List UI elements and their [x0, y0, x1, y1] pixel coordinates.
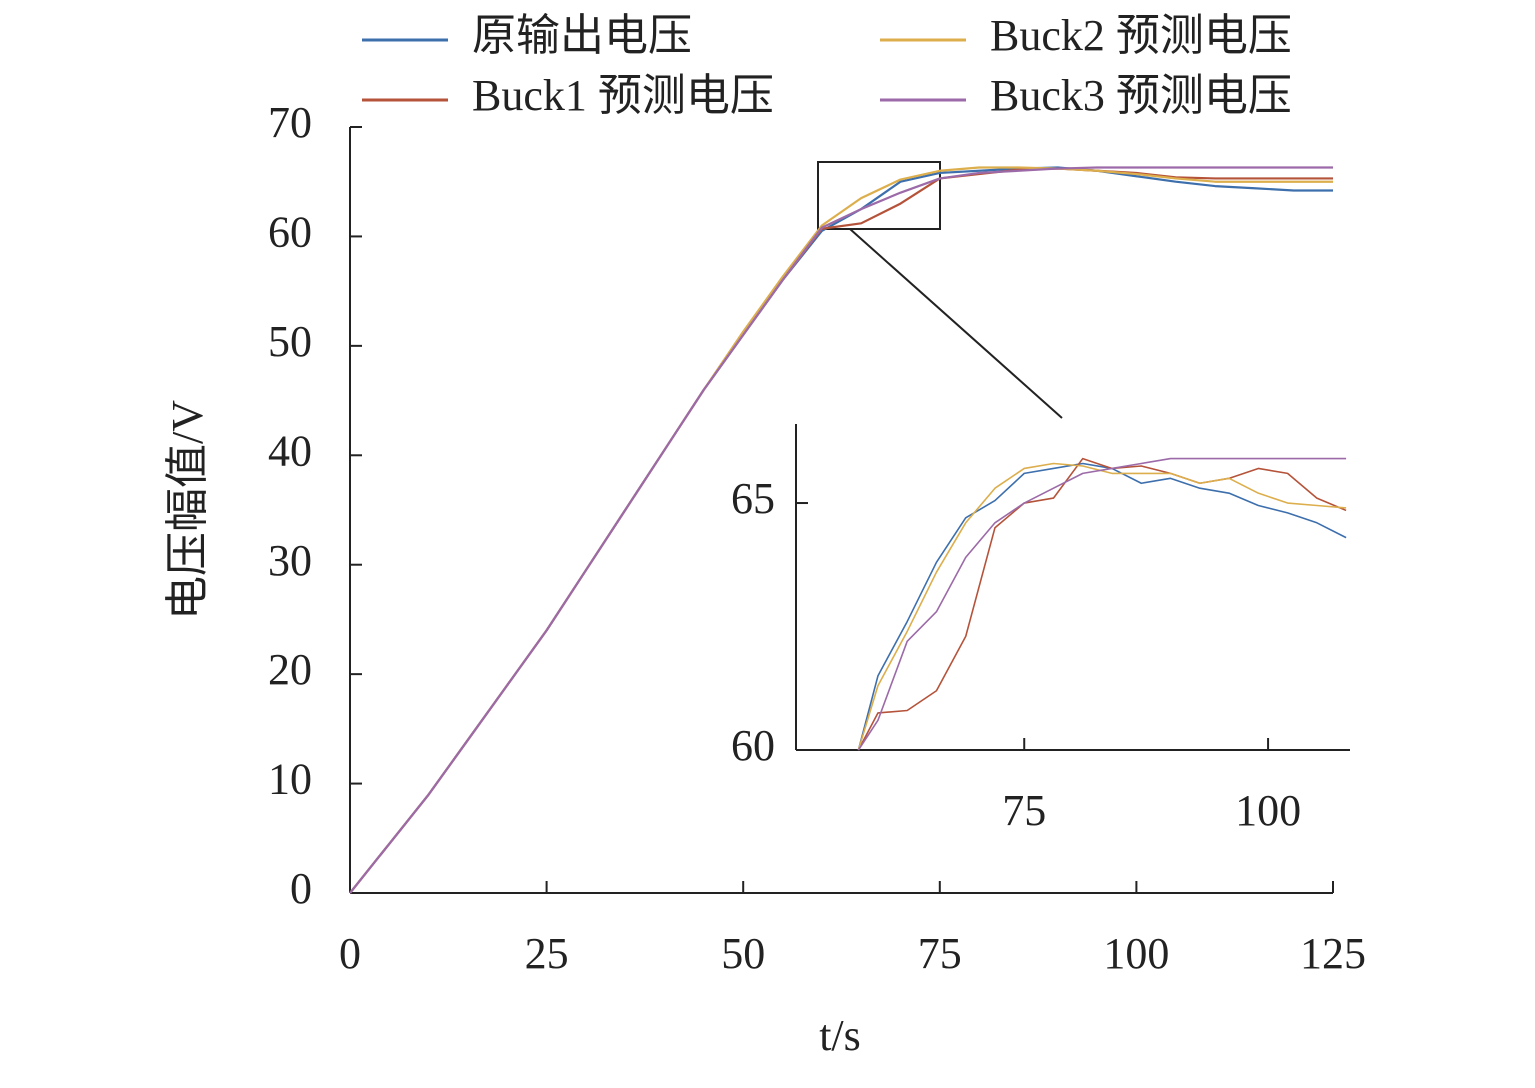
y-tick-label: 60: [268, 208, 312, 257]
series-line: [857, 457, 1347, 751]
legend-label: Buck1 预测电压: [472, 71, 774, 120]
legend-label: Buck2 预测电压: [990, 11, 1292, 60]
series-line: [857, 457, 1347, 751]
x-tick-label: 100: [1103, 929, 1169, 978]
y-tick-label: 60: [731, 721, 775, 770]
series-line: [857, 462, 1347, 751]
zoom-connector: [849, 228, 1063, 419]
x-tick-label: 125: [1300, 929, 1366, 978]
y-tick-label: 70: [268, 98, 312, 147]
x-tick-label: 50: [721, 929, 765, 978]
x-axis-label: t/s: [819, 1011, 861, 1060]
x-tick-label: 100: [1235, 786, 1301, 835]
series-line: [349, 166, 1333, 894]
legend-label: Buck3 预测电压: [990, 71, 1292, 120]
y-tick-label: 30: [268, 536, 312, 585]
y-axis-label: 电压幅值/V: [163, 400, 212, 620]
legend-label: 原输出电压: [472, 11, 692, 60]
y-tick-label: 20: [268, 645, 312, 694]
series-line: [349, 166, 1333, 894]
series-line: [349, 167, 1333, 894]
series-line: [857, 462, 1347, 751]
x-tick-label: 75: [918, 929, 962, 978]
y-tick-label: 65: [731, 474, 775, 523]
x-tick-label: 25: [525, 929, 569, 978]
y-tick-label: 40: [268, 426, 312, 475]
y-tick-label: 0: [290, 864, 312, 913]
x-tick-label: 0: [339, 929, 361, 978]
y-tick-label: 50: [268, 317, 312, 366]
x-tick-label: 75: [1002, 786, 1046, 835]
series-line: [349, 166, 1333, 894]
zoom-box: [817, 161, 941, 230]
y-tick-label: 10: [268, 755, 312, 804]
